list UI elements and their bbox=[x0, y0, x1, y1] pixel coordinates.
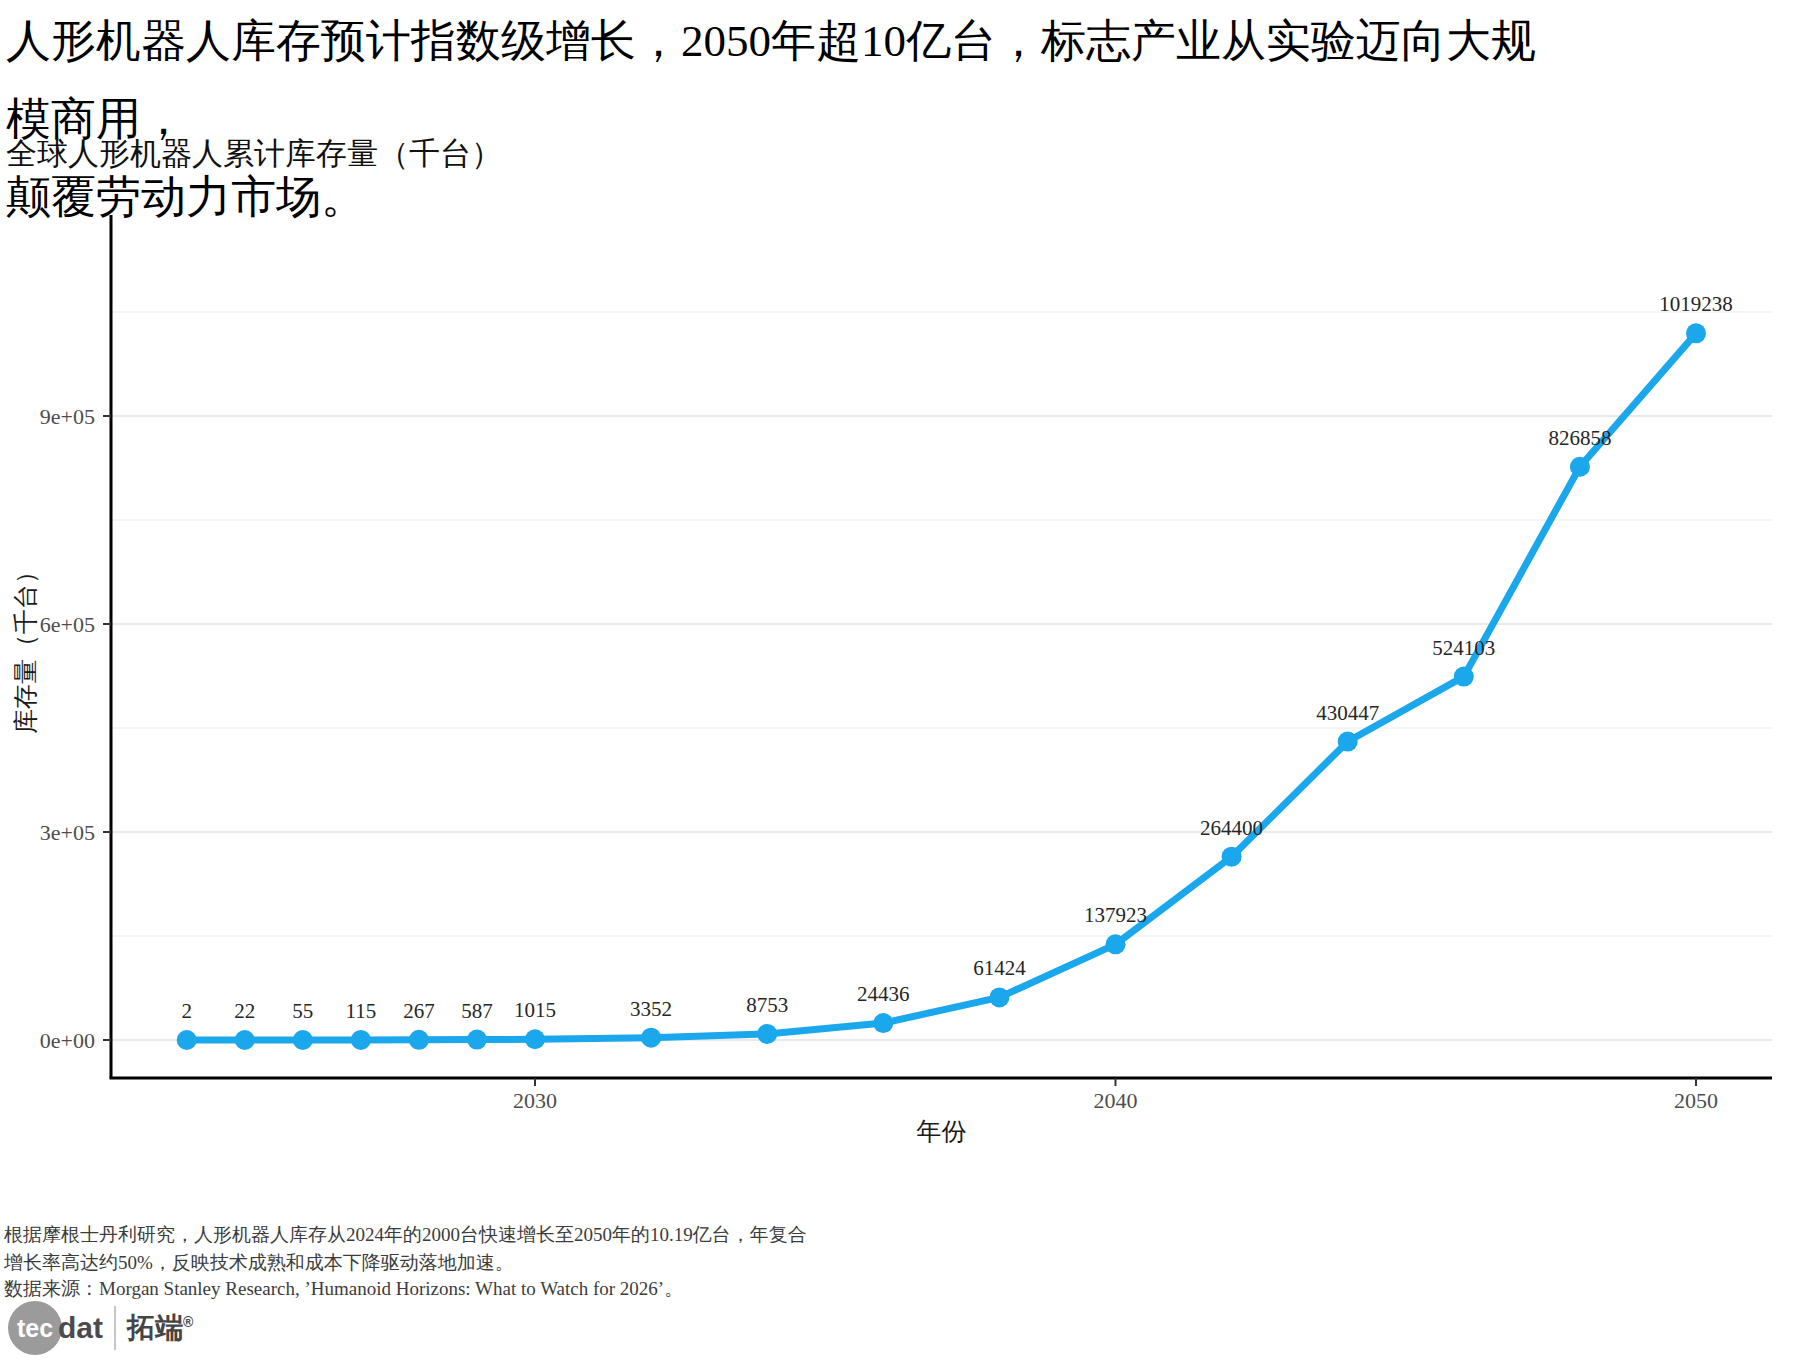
data-point bbox=[1570, 457, 1590, 477]
trend-line bbox=[187, 333, 1696, 1040]
data-point-label: 55 bbox=[292, 999, 313, 1023]
y-tick-label: 0e+00 bbox=[40, 1028, 95, 1053]
data-point bbox=[989, 987, 1009, 1007]
x-axis-title: 年份 bbox=[917, 1118, 967, 1145]
logo-text-cn: 拓端® bbox=[127, 1309, 193, 1347]
tecdat-logo-circle-icon: tec bbox=[8, 1301, 62, 1355]
data-point bbox=[235, 1030, 255, 1050]
logo-text-tec: tec bbox=[17, 1314, 53, 1343]
data-point bbox=[1106, 934, 1126, 954]
logo-text-dat: dat bbox=[58, 1311, 103, 1345]
y-axis-title: 库存量（千台） bbox=[12, 559, 39, 734]
data-point-label: 267 bbox=[403, 999, 435, 1023]
data-point-label: 1015 bbox=[514, 998, 556, 1022]
data-point-label: 826858 bbox=[1548, 426, 1611, 450]
logo-divider bbox=[114, 1306, 116, 1350]
y-tick-label: 9e+05 bbox=[40, 404, 95, 429]
data-point bbox=[351, 1030, 371, 1050]
data-point bbox=[293, 1030, 313, 1050]
data-point bbox=[1222, 847, 1242, 867]
data-point-label: 430447 bbox=[1316, 701, 1379, 725]
data-point bbox=[1686, 323, 1706, 343]
line-chart: 0e+00 3e+05 6e+05 9e+05 2030 2040 2050 年份 库存量（千台… bbox=[0, 0, 1814, 1170]
x-tick-label: 2030 bbox=[513, 1088, 557, 1113]
data-point-label: 587 bbox=[461, 999, 493, 1023]
data-point-label: 24436 bbox=[857, 982, 910, 1006]
data-point-label: 61424 bbox=[973, 956, 1026, 980]
data-point bbox=[177, 1030, 197, 1050]
data-point-label: 264400 bbox=[1200, 816, 1263, 840]
data-point-label: 2 bbox=[181, 999, 192, 1023]
data-point bbox=[525, 1029, 545, 1049]
x-tick-label: 2040 bbox=[1094, 1088, 1138, 1113]
y-tick-label: 6e+05 bbox=[40, 612, 95, 637]
data-point bbox=[1454, 667, 1474, 687]
footnote-line1: 根据摩根士丹利研究，人形机器人库存从2024年的2000台快速增长至2050年的… bbox=[4, 1222, 807, 1248]
footnote-line2: 增长率高达约50%，反映技术成熟和成本下降驱动落地加速。 bbox=[4, 1250, 514, 1276]
tecdat-logo: tec dat 拓端® bbox=[8, 1300, 193, 1356]
data-point-label: 524103 bbox=[1432, 636, 1495, 660]
data-point-label: 137923 bbox=[1084, 903, 1147, 927]
page-canvas: 人形机器人库存预计指数级增长，2050年超10亿台，标志产业从实验迈向大规模商用… bbox=[0, 0, 1814, 1361]
data-point bbox=[409, 1030, 429, 1050]
data-point-label: 3352 bbox=[630, 997, 672, 1021]
data-point-label: 22 bbox=[234, 999, 255, 1023]
data-point-label: 1019238 bbox=[1659, 292, 1733, 316]
x-tick-label: 2050 bbox=[1674, 1088, 1718, 1113]
data-point bbox=[641, 1028, 661, 1048]
data-source-note: 数据来源：Morgan Stanley Research, ’Humanoid … bbox=[4, 1276, 683, 1302]
registered-mark: ® bbox=[183, 1314, 193, 1330]
y-tick-label: 3e+05 bbox=[40, 820, 95, 845]
data-point-label: 115 bbox=[345, 999, 376, 1023]
data-point bbox=[757, 1024, 777, 1044]
data-point bbox=[467, 1030, 487, 1050]
data-point-label: 8753 bbox=[746, 993, 788, 1017]
data-point bbox=[1338, 732, 1358, 752]
data-point bbox=[873, 1013, 893, 1033]
